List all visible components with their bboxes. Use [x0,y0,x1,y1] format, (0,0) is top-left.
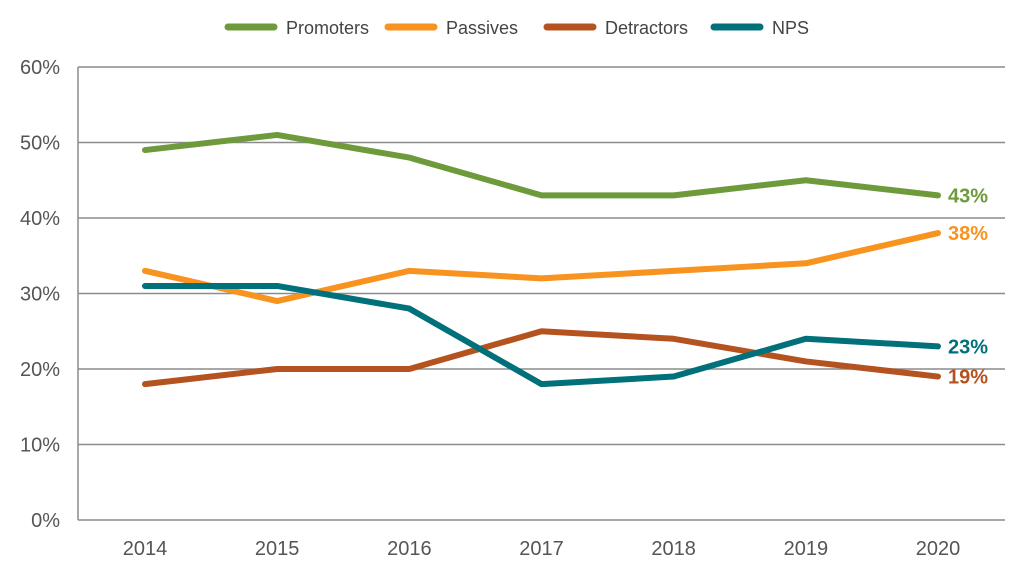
x-tick-label: 2016 [387,538,432,560]
y-tick-label: 50% [20,133,60,155]
end-labels: 43% 38% 19% 23% [948,185,988,388]
legend-label: NPS [772,18,809,38]
x-tick-label: 2019 [784,538,829,560]
legend-label: Passives [446,18,518,38]
y-tick-label: 0% [31,510,60,532]
x-tick-label: 2020 [916,538,961,560]
legend-label: Promoters [286,18,369,38]
y-tick-label: 10% [20,435,60,457]
y-tick-label: 20% [20,359,60,381]
end-label: 38% [948,223,988,245]
x-tick-label: 2014 [123,538,168,560]
series-line-promoters [145,135,938,195]
end-label: 19% [948,367,988,389]
y-tick-label: 60% [20,57,60,79]
x-tick-label: 2017 [519,538,564,560]
legend: Promoters Passives Detractors NPS [228,18,809,38]
legend-label: Detractors [605,18,688,38]
gridlines [78,67,1005,520]
y-axis-ticks: 0% 10% 20% 30% 40% 50% 60% [20,57,60,532]
y-tick-label: 30% [20,284,60,306]
end-label: 23% [948,336,988,358]
x-tick-label: 2018 [651,538,696,560]
x-tick-label: 2015 [255,538,300,560]
y-tick-label: 40% [20,208,60,230]
end-label: 43% [948,185,988,207]
series-lines [145,135,938,384]
series-line-passives [145,233,938,301]
x-axis-ticks: 2014 2015 2016 2017 2018 2019 2020 [123,538,961,560]
